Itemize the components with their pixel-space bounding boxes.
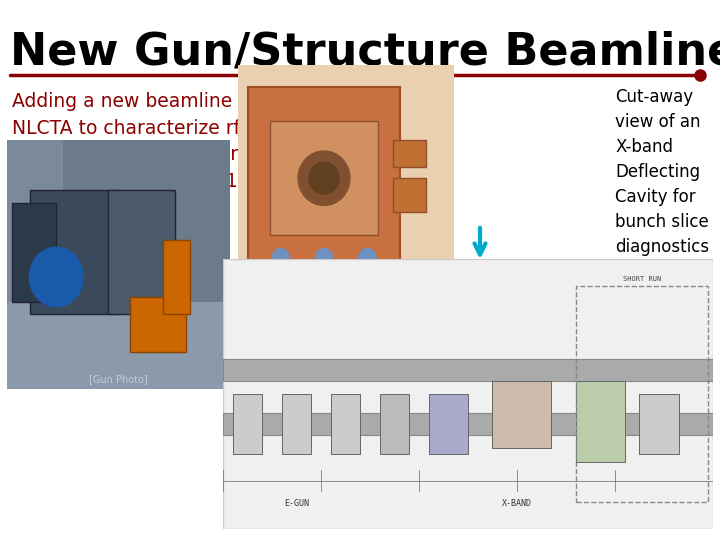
Circle shape — [30, 247, 83, 307]
Text: New Gun/Structure Beamline NLCTA: New Gun/Structure Beamline NLCTA — [10, 30, 720, 73]
Text: Major portion of the FY11 funds directed
at this project: Major portion of the FY11 funds directed… — [12, 172, 391, 218]
Circle shape — [315, 248, 333, 267]
Bar — [576, 381, 625, 462]
Bar — [30, 190, 119, 314]
Bar — [223, 413, 713, 435]
Bar — [331, 394, 360, 454]
Bar — [163, 240, 190, 314]
Bar — [130, 297, 186, 352]
Bar — [248, 87, 400, 269]
Text: Cut-away
view of an
X-band
Deflecting
Cavity for
bunch slice
diagnostics: Cut-away view of an X-band Deflecting Ca… — [615, 88, 709, 256]
Bar — [7, 302, 230, 389]
Bar — [12, 202, 56, 302]
Bar — [7, 140, 63, 389]
Text: X-BAND: X-BAND — [502, 498, 532, 508]
Text: [Gun Photo]: [Gun Photo] — [89, 374, 148, 384]
Bar — [223, 359, 713, 381]
Text: [Cavity]: [Cavity] — [329, 278, 362, 287]
Text: Adding a new beamline segment to
NLCTA to characterize rf photocathode
guns and : Adding a new beamline segment to NLCTA t… — [12, 92, 399, 164]
Bar — [393, 178, 426, 212]
Bar — [429, 394, 468, 454]
Text: SHORT RUN: SHORT RUN — [623, 276, 661, 282]
Bar — [492, 381, 552, 448]
Circle shape — [298, 151, 350, 205]
Bar — [639, 394, 678, 454]
Bar — [270, 122, 378, 235]
Bar — [393, 140, 426, 167]
Circle shape — [359, 248, 376, 267]
Circle shape — [309, 163, 339, 194]
Text: E-GUN: E-GUN — [284, 498, 309, 508]
Bar — [576, 286, 708, 502]
Bar — [233, 394, 262, 454]
Bar — [282, 394, 311, 454]
Bar — [108, 190, 175, 314]
Circle shape — [272, 248, 289, 267]
Bar — [380, 394, 409, 454]
